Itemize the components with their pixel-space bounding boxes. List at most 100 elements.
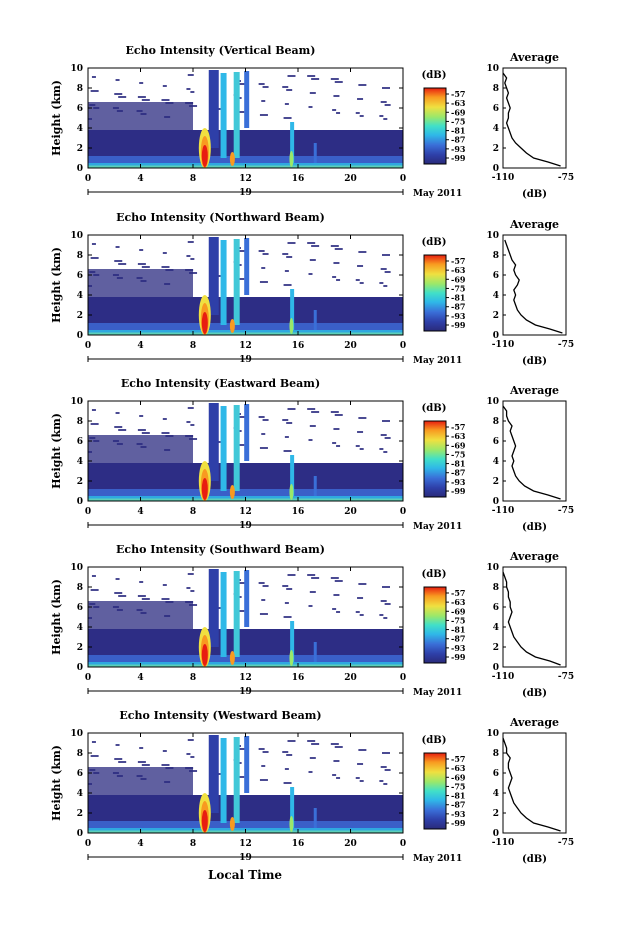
x-tick-label: 0 [400, 673, 406, 683]
echo-speck [355, 445, 360, 447]
echo-speck [357, 597, 364, 599]
y-tick-label: 2 [77, 311, 83, 321]
avg-x-label: (dB) [522, 356, 547, 367]
echo-speck [382, 87, 390, 89]
x-axis-label: Local Time [208, 868, 282, 882]
echo-speck [284, 768, 289, 770]
echo-speck [261, 100, 266, 102]
echo-speck [308, 106, 313, 108]
colorbar-tick-label: -93 [451, 311, 466, 321]
avg-x-tick-label: -75 [558, 838, 574, 848]
echo-speck [334, 248, 343, 250]
avg-x-tick-label: -75 [558, 173, 574, 183]
x-tick-label: 0 [400, 507, 406, 517]
echo-speck [355, 112, 360, 114]
echo-speck [383, 118, 388, 120]
echo-layer-upper [88, 601, 193, 629]
average-title: Average [509, 384, 559, 397]
echo-speck [115, 744, 120, 746]
average-frame [502, 400, 567, 502]
echo-blob [201, 644, 208, 666]
echo-speck [287, 740, 296, 742]
echo-speck [286, 422, 293, 424]
echo-speck [91, 409, 96, 411]
echo-speck [262, 86, 269, 88]
echo-speck [382, 586, 390, 588]
panel-3: Echo Intensity (Eastward Beam) 0 2 4 6 8 10 Hei… [50, 377, 574, 533]
echo-column [233, 737, 240, 823]
echo-column [208, 735, 219, 813]
echo-speck [336, 777, 341, 779]
echo-speck [283, 117, 292, 119]
echo-layer-low [88, 323, 403, 330]
echo-speck [261, 599, 266, 601]
echo-speck [311, 577, 320, 579]
x-tick-label: 20 [344, 341, 357, 351]
echo-blob [201, 312, 208, 334]
colorbar-tick-label: -63 [451, 763, 466, 773]
x-tick-label: 20 [344, 507, 357, 517]
echo-blob [229, 651, 235, 665]
echo-speck [189, 272, 198, 274]
echo-speck [309, 259, 316, 261]
echo-speck [258, 416, 265, 418]
y-axis-label: Height (km) [50, 413, 63, 489]
echo-speck [262, 585, 269, 587]
echo-speck [162, 85, 167, 87]
x-tick-label: 20 [344, 174, 357, 184]
month-label: May 2011 [413, 688, 462, 698]
echo-speck [333, 262, 340, 264]
panel-title: Echo Intensity (Eastward Beam) [121, 377, 320, 390]
echo-speck [355, 777, 360, 779]
x-tick-label: 0 [400, 341, 406, 351]
y-tick-label: 10 [70, 231, 83, 241]
echo-speck [384, 603, 391, 605]
avg-x-label: (dB) [522, 522, 547, 533]
y-tick-label: 2 [77, 477, 83, 487]
colorbar [423, 254, 447, 332]
echo-speck [115, 79, 120, 81]
x-tick-label: 0 [85, 839, 91, 849]
avg-y-tick-label: 2 [493, 477, 499, 487]
echo-speck [258, 250, 265, 252]
echo-speck [139, 747, 144, 749]
echo-speck [384, 437, 391, 439]
panel-5: Echo Intensity (Westward Beam) 0 2 4 6 8 10 Hei… [50, 709, 574, 865]
echo-speck [91, 575, 96, 577]
colorbar-tick-label: -75 [451, 283, 465, 293]
echo-speck [336, 279, 341, 281]
echo-speck [283, 616, 292, 618]
y-tick-label: 10 [70, 729, 83, 739]
echo-speck [282, 86, 289, 88]
echo-layer-upper [88, 767, 193, 795]
echo-speck [308, 771, 313, 773]
x-tick-label: 20 [344, 839, 357, 849]
echo-speck [383, 783, 388, 785]
avg-y-tick-label: 8 [493, 749, 499, 759]
avg-y-tick-label: 10 [486, 231, 499, 241]
colorbar-tick-label: -63 [451, 265, 466, 275]
echo-speck [114, 758, 123, 760]
echo-speck [336, 445, 341, 447]
echo-speck [282, 585, 289, 587]
echo-blob [229, 817, 235, 831]
y-tick-label: 4 [77, 457, 83, 467]
panel-2: Echo Intensity (Northward Beam) 0 2 4 6 8 10 He… [50, 211, 574, 367]
echo-speck [332, 109, 337, 111]
echo-speck [308, 605, 313, 607]
echo-speck [190, 756, 195, 758]
echo-speck [258, 83, 265, 85]
echo-speck [115, 578, 120, 580]
echo-layer-upper [88, 269, 193, 297]
x-tick-label: 0 [85, 673, 91, 683]
avg-y-tick-label: 2 [493, 144, 499, 154]
colorbar-tick-label: -63 [451, 98, 466, 108]
echo-speck [308, 273, 313, 275]
echo-speck [187, 573, 194, 575]
x-tick-label: 8 [190, 174, 196, 184]
y-tick-label: 8 [77, 749, 83, 759]
echo-speck [259, 613, 268, 615]
echo-column [290, 621, 295, 662]
echo-blob [289, 151, 294, 167]
